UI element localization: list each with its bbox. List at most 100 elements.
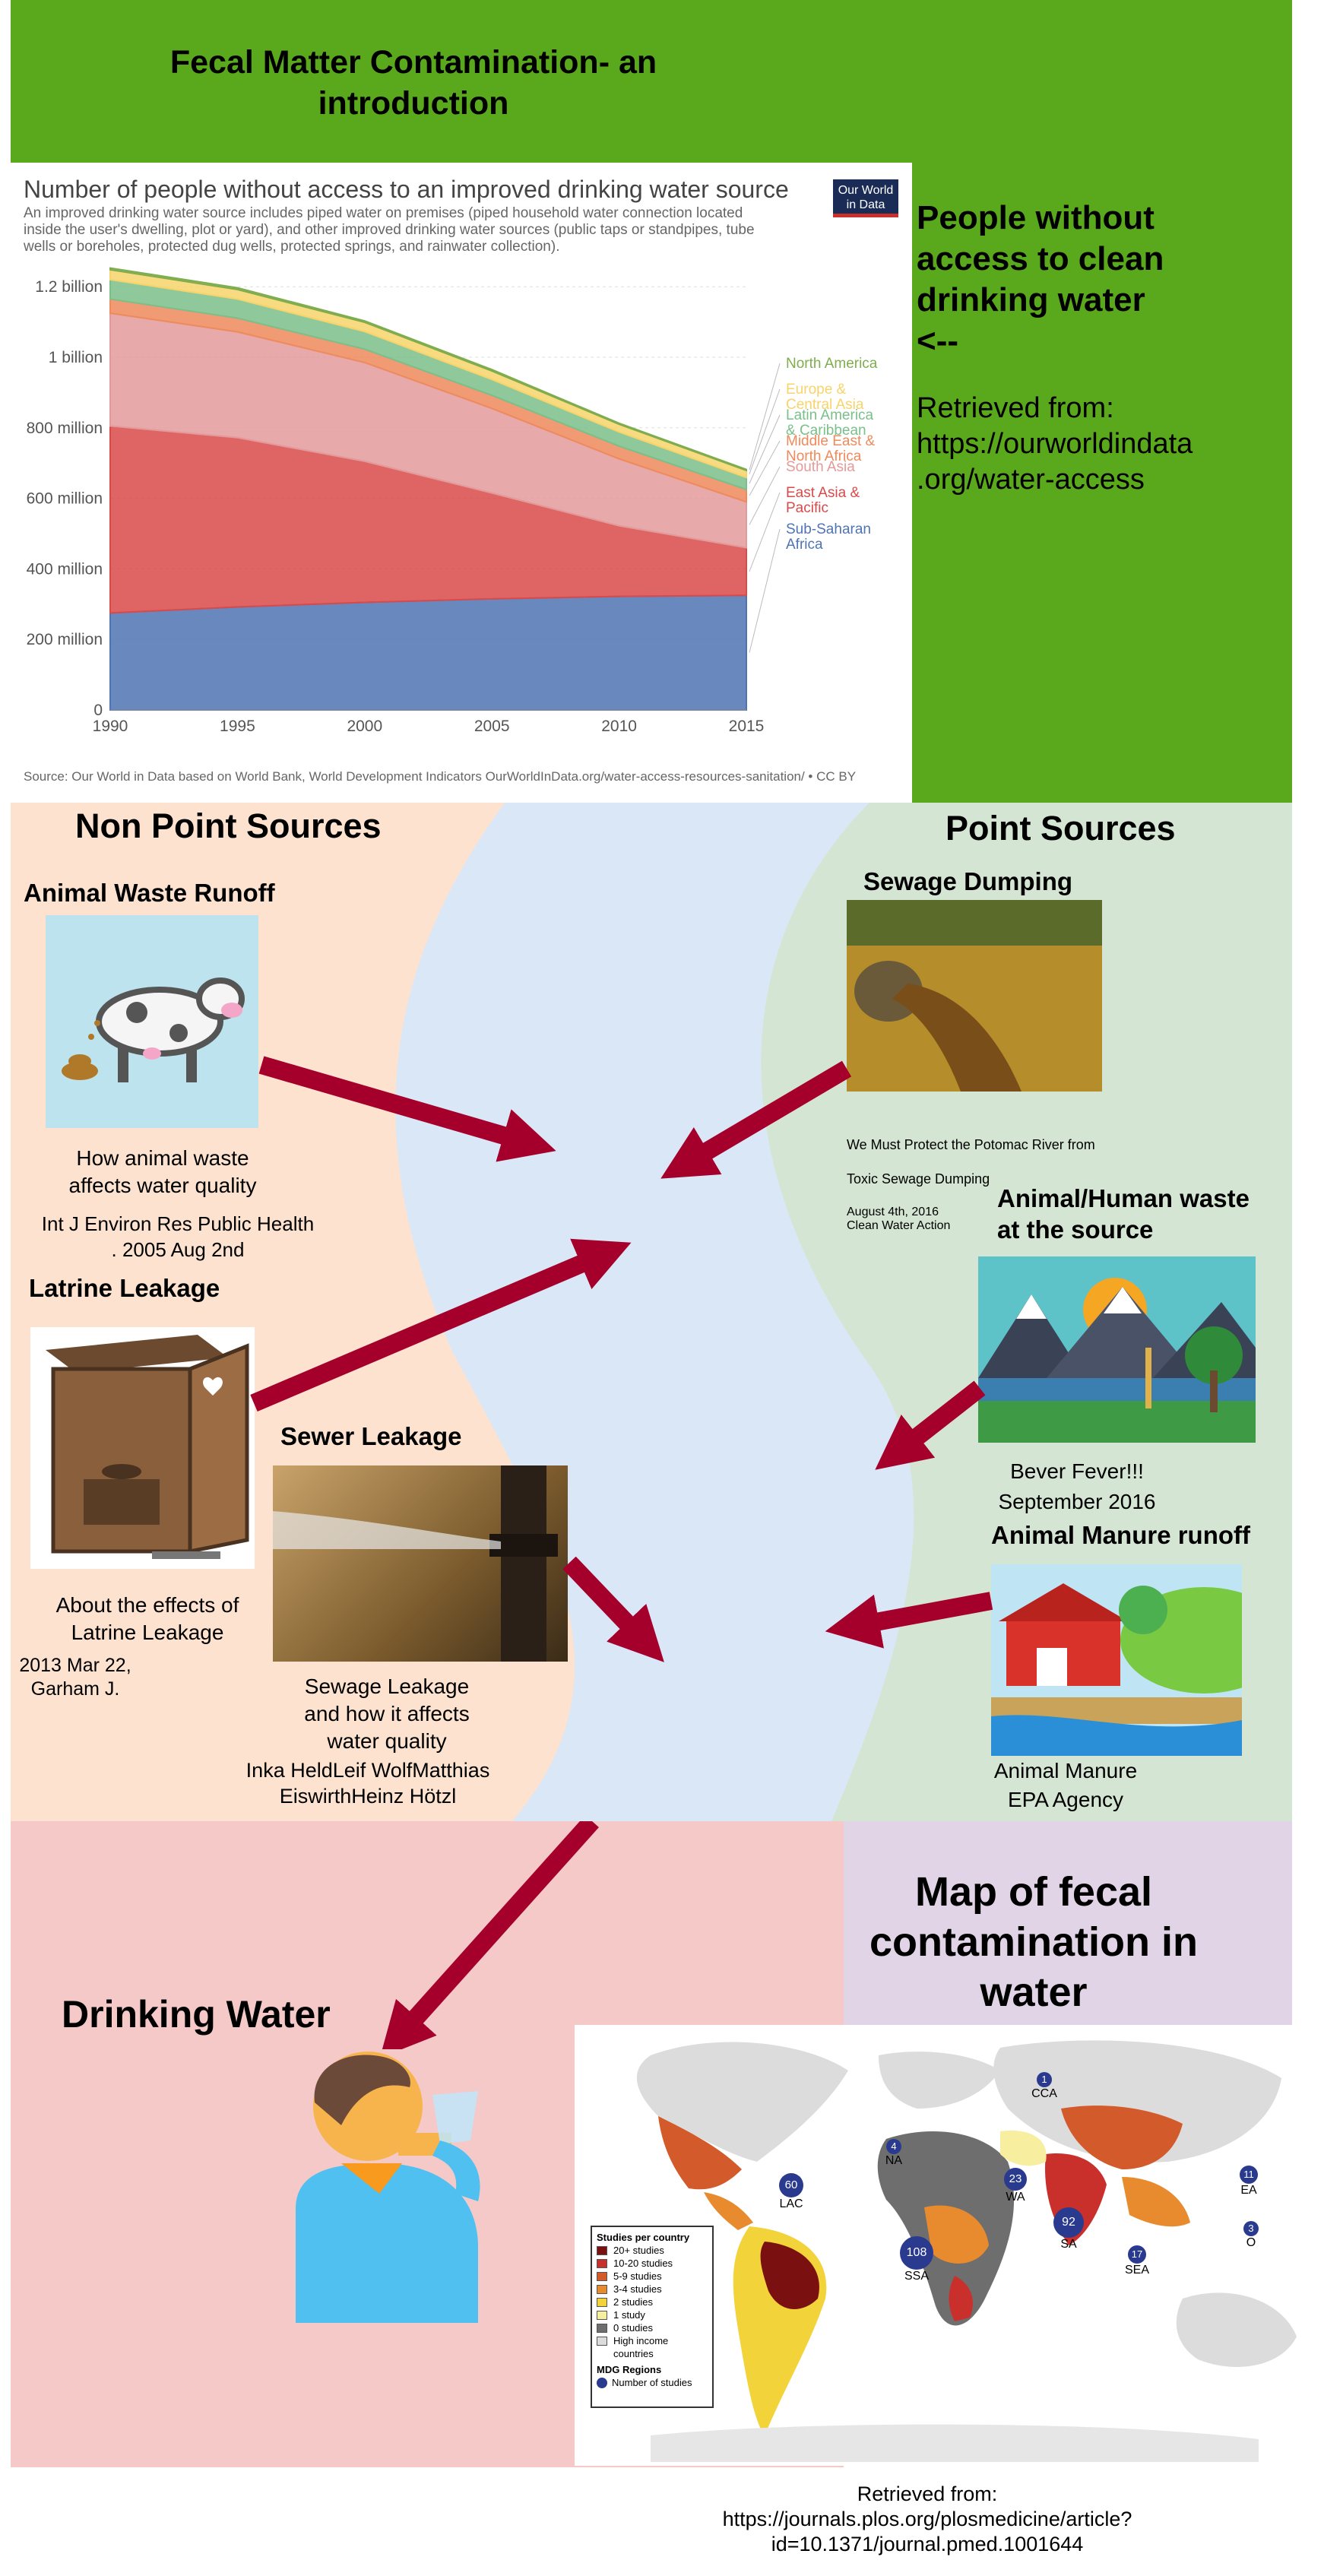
side-note-heading: People without access to clean drinking … [917,199,1164,360]
sewage-dumping-note: We Must Protect the Potomac River from T… [847,1137,1095,1232]
legend-label: High income [613,2335,669,2346]
cow-image [46,915,258,1128]
sewer-caption: Sewage Leakage and how it affects water … [304,1675,470,1753]
y-tick-label: 600 million [27,490,103,508]
map-central-africa [924,2205,989,2264]
arrow-to-drinker [379,1821,599,2049]
x-tick-label: 1995 [220,718,255,735]
legend-swatch [597,2297,607,2307]
sewage-outfall-image [847,900,1102,1092]
legend-connector [749,363,781,471]
pipe-icon [273,1465,558,1662]
legend-item: High income [597,2334,708,2347]
manure-runoff-title: Animal Manure runoff [991,1521,1251,1549]
animal-waste-caption: How animal waste affects water quality [68,1146,257,1197]
x-tick-label: 1990 [93,718,128,735]
legend-connector [749,492,781,572]
map-brazil [760,2242,819,2309]
farm-icon [991,1583,1242,1756]
legend-entry: North America [786,356,878,372]
legend-label: 10-20 studies [613,2258,673,2269]
legend-label: 20+ studies [613,2245,664,2256]
legend-swatch [597,2336,607,2346]
y-tick-label: 800 million [27,420,103,437]
source-waste-title: Animal/Human waste at the source [997,1184,1250,1244]
region-sea[interactable]: 17 SEA [1118,2245,1156,2277]
legend-label: 5-9 studies [613,2270,662,2282]
page-title: Fecal Matter Contamination- an introduct… [169,44,657,122]
area-series [109,594,747,711]
latrine-leakage-title: Latrine Leakage [29,1274,220,1302]
legend-item: 2 studies [597,2296,708,2308]
legend-swatch [597,2323,607,2333]
legend-entry: Sub-Saharan Africa [786,521,871,553]
latrine-reference: 2013 Mar 22, Garham J. [19,1655,131,1700]
x-tick-label: 2010 [601,718,637,735]
y-tick-label: 400 million [27,560,103,578]
legend-item: 20+ studies [597,2244,708,2257]
map-title: Map of fecal contamination in water [869,1869,1198,2015]
legend-regions-item: Number of studies [597,2376,708,2389]
animal-waste-reference: Int J Environ Res Public Health . 2005 A… [41,1212,315,1261]
sewer-reference: Inka HeldLeif WolfMatthias EiswirthHeinz… [245,1759,490,1808]
y-tick-label: 200 million [27,631,103,648]
y-tick-label: 1.2 billion [35,278,103,296]
title-banner: Fecal Matter Contamination- an introduct… [11,0,1292,163]
leaking-pipe-image [273,1465,568,1662]
map-southeast-asia [1122,2177,1190,2227]
owid-logo[interactable]: Our World in Data [833,179,898,217]
animal-waste-title: Animal Waste Runoff [24,879,275,907]
mountain-landscape-image [978,1256,1256,1443]
region-o[interactable]: 3 O [1236,2221,1266,2250]
drinking-water-title: Drinking Water [62,1993,331,2036]
map-antarctica [651,2424,1259,2462]
world-map-panel: 1 CCA 4 NA 60 LAC 23 WA 92 SA 108 SSA 17… [575,2025,1324,2466]
legend-items: 20+ studies 10-20 studies 5-9 studies 3-4 s… [597,2244,708,2347]
map-source: Retrieved from: https://journals.plos.or… [722,2483,1132,2555]
area-series [109,267,747,472]
map-mexico [658,2116,742,2190]
legend-connector [749,528,781,653]
legend-item: 10-20 studies [597,2257,708,2270]
legend-entry: Middle East & North Africa [786,433,876,464]
region-ea[interactable]: 11 EA [1230,2166,1268,2197]
outhouse-image [30,1327,255,1569]
region-sa[interactable]: 92 SA [1046,2207,1091,2251]
legend-swatch [597,2310,607,2320]
legend-swatch [597,2258,607,2268]
region-cca[interactable]: 1 CCA [1031,2072,1057,2100]
sources-section: Non Point Sources Point Sources Animal W… [11,803,1292,1821]
legend-swatch [597,2284,607,2294]
map-europe [879,2052,1000,2109]
source-waste-caption: Bever Fever!!! September 2016 [998,1459,1156,1513]
sewage-dumping-title: Sewage Dumping [863,867,1073,895]
x-tick-label: 2000 [347,718,382,735]
side-note-source: Retrieved from: https://ourworldindata .… [917,392,1193,496]
farm-image [991,1564,1242,1756]
map-china [1061,2105,1183,2169]
chart-title: Number of people without access to an im… [24,176,789,203]
chart-subtitle: An improved drinking water source includ… [24,205,755,255]
region-lac[interactable]: 60 LAC [768,2173,814,2211]
region-bubbles: 1 CCA 4 NA 60 LAC 23 WA 92 SA 108 SSA 17… [575,2025,1324,2466]
legend-item: 0 studies [597,2321,708,2334]
legend-item: 1 study [597,2308,708,2321]
drinking-person-icon [296,2052,480,2323]
chart-panel: Number of people without access to an im… [11,163,912,803]
legend-connector [749,414,781,484]
latrine-caption: About the effects of Latrine Leakage [55,1593,239,1644]
map-russia [993,2040,1281,2163]
region-ssa[interactable]: 108 SSA [890,2236,943,2283]
side-note-panel: People without access to clean drinking … [912,163,1292,803]
legend-connector [749,466,781,525]
legend-connector [749,440,781,496]
region-wa[interactable]: 23 WA [993,2168,1038,2204]
sewer-leakage-title: Sewer Leakage [280,1422,462,1450]
legend-connector [749,388,781,474]
world-map [636,2040,1297,2462]
region-na[interactable]: 4 NA [885,2139,903,2167]
legend-entry: Europe & Central Asia [786,382,864,413]
map-central-america [704,2192,753,2230]
legend-label: 3-4 studies [613,2283,662,2295]
legend-entry: Latin America & Caribbean [786,407,874,439]
